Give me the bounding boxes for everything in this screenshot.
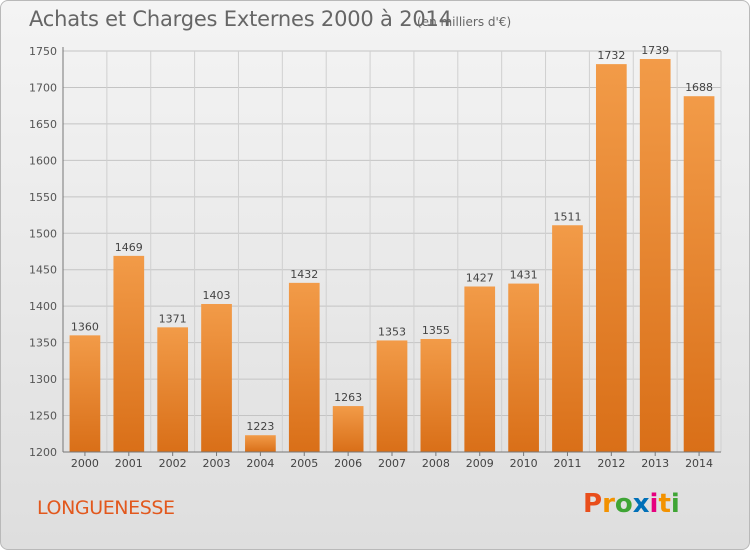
x-tick-label: 2001 [115, 457, 143, 470]
x-tick-label: 2009 [466, 457, 494, 470]
bar [683, 96, 715, 452]
x-tick-label: 2006 [334, 457, 362, 470]
bar [288, 282, 320, 452]
data-label: 1353 [378, 325, 406, 338]
data-label: 1511 [553, 210, 581, 223]
logo-letter: P [583, 489, 603, 519]
chart-subtitle: (en milliers d'€) [417, 15, 512, 29]
y-tick-label: 1350 [29, 337, 57, 350]
data-label: 1732 [597, 49, 625, 62]
bar [595, 64, 627, 452]
y-tick-label: 1750 [29, 45, 57, 58]
bar [639, 59, 671, 453]
logo-letter: x [632, 489, 650, 519]
bar [420, 338, 452, 452]
bar [552, 225, 583, 452]
data-label: 1263 [334, 391, 362, 404]
bar [332, 406, 364, 452]
y-tick-label: 1250 [29, 410, 57, 423]
x-tick-label: 2013 [641, 457, 669, 470]
bar [157, 327, 189, 452]
data-label: 1403 [203, 289, 231, 302]
x-tick-label: 2010 [510, 457, 538, 470]
logo-letter: r [602, 489, 615, 519]
commune-name: LONGUENESSE [37, 497, 175, 519]
logo-letter: i [670, 489, 680, 519]
x-tick-label: 2002 [159, 457, 187, 470]
logo-letter: o [614, 489, 633, 519]
data-label: 1427 [466, 271, 494, 284]
chart-title: Achats et Charges Externes 2000 à 2014 [29, 7, 452, 31]
bar [69, 335, 101, 452]
x-tick-label: 2014 [685, 457, 713, 470]
bar [201, 303, 232, 452]
y-tick-label: 1600 [29, 154, 57, 167]
logo-letter: i [649, 489, 659, 519]
data-label: 1355 [422, 324, 450, 337]
bar [245, 435, 276, 452]
x-tick-label: 2012 [597, 457, 625, 470]
y-tick-label: 1650 [29, 118, 57, 131]
y-tick-label: 1550 [29, 191, 57, 204]
proxiti-logo: Proxiti [583, 489, 680, 519]
data-label: 1360 [71, 320, 99, 333]
x-tick-label: 2004 [246, 457, 274, 470]
y-tick-label: 1400 [29, 300, 57, 313]
x-tick-label: 2011 [553, 457, 581, 470]
bar [464, 286, 496, 452]
x-tick-label: 2007 [378, 457, 406, 470]
data-label: 1688 [685, 81, 713, 94]
data-label: 1432 [290, 268, 318, 281]
logo-letter: t [658, 489, 671, 519]
y-tick-label: 1450 [29, 264, 57, 277]
y-tick-label: 1500 [29, 227, 57, 240]
x-tick-label: 2008 [422, 457, 450, 470]
data-label: 1431 [510, 269, 538, 282]
x-tick-label: 2003 [203, 457, 231, 470]
bar [113, 255, 145, 452]
x-tick-label: 2005 [290, 457, 318, 470]
y-tick-label: 1700 [29, 81, 57, 94]
data-label: 1371 [159, 312, 187, 325]
data-label: 1739 [641, 44, 669, 57]
bar [376, 340, 408, 452]
x-tick-label: 2000 [71, 457, 99, 470]
data-label: 1223 [246, 420, 274, 433]
y-tick-label: 1300 [29, 373, 57, 386]
data-label: 1469 [115, 241, 143, 254]
y-tick-label: 1200 [29, 446, 57, 459]
bar [508, 283, 539, 452]
